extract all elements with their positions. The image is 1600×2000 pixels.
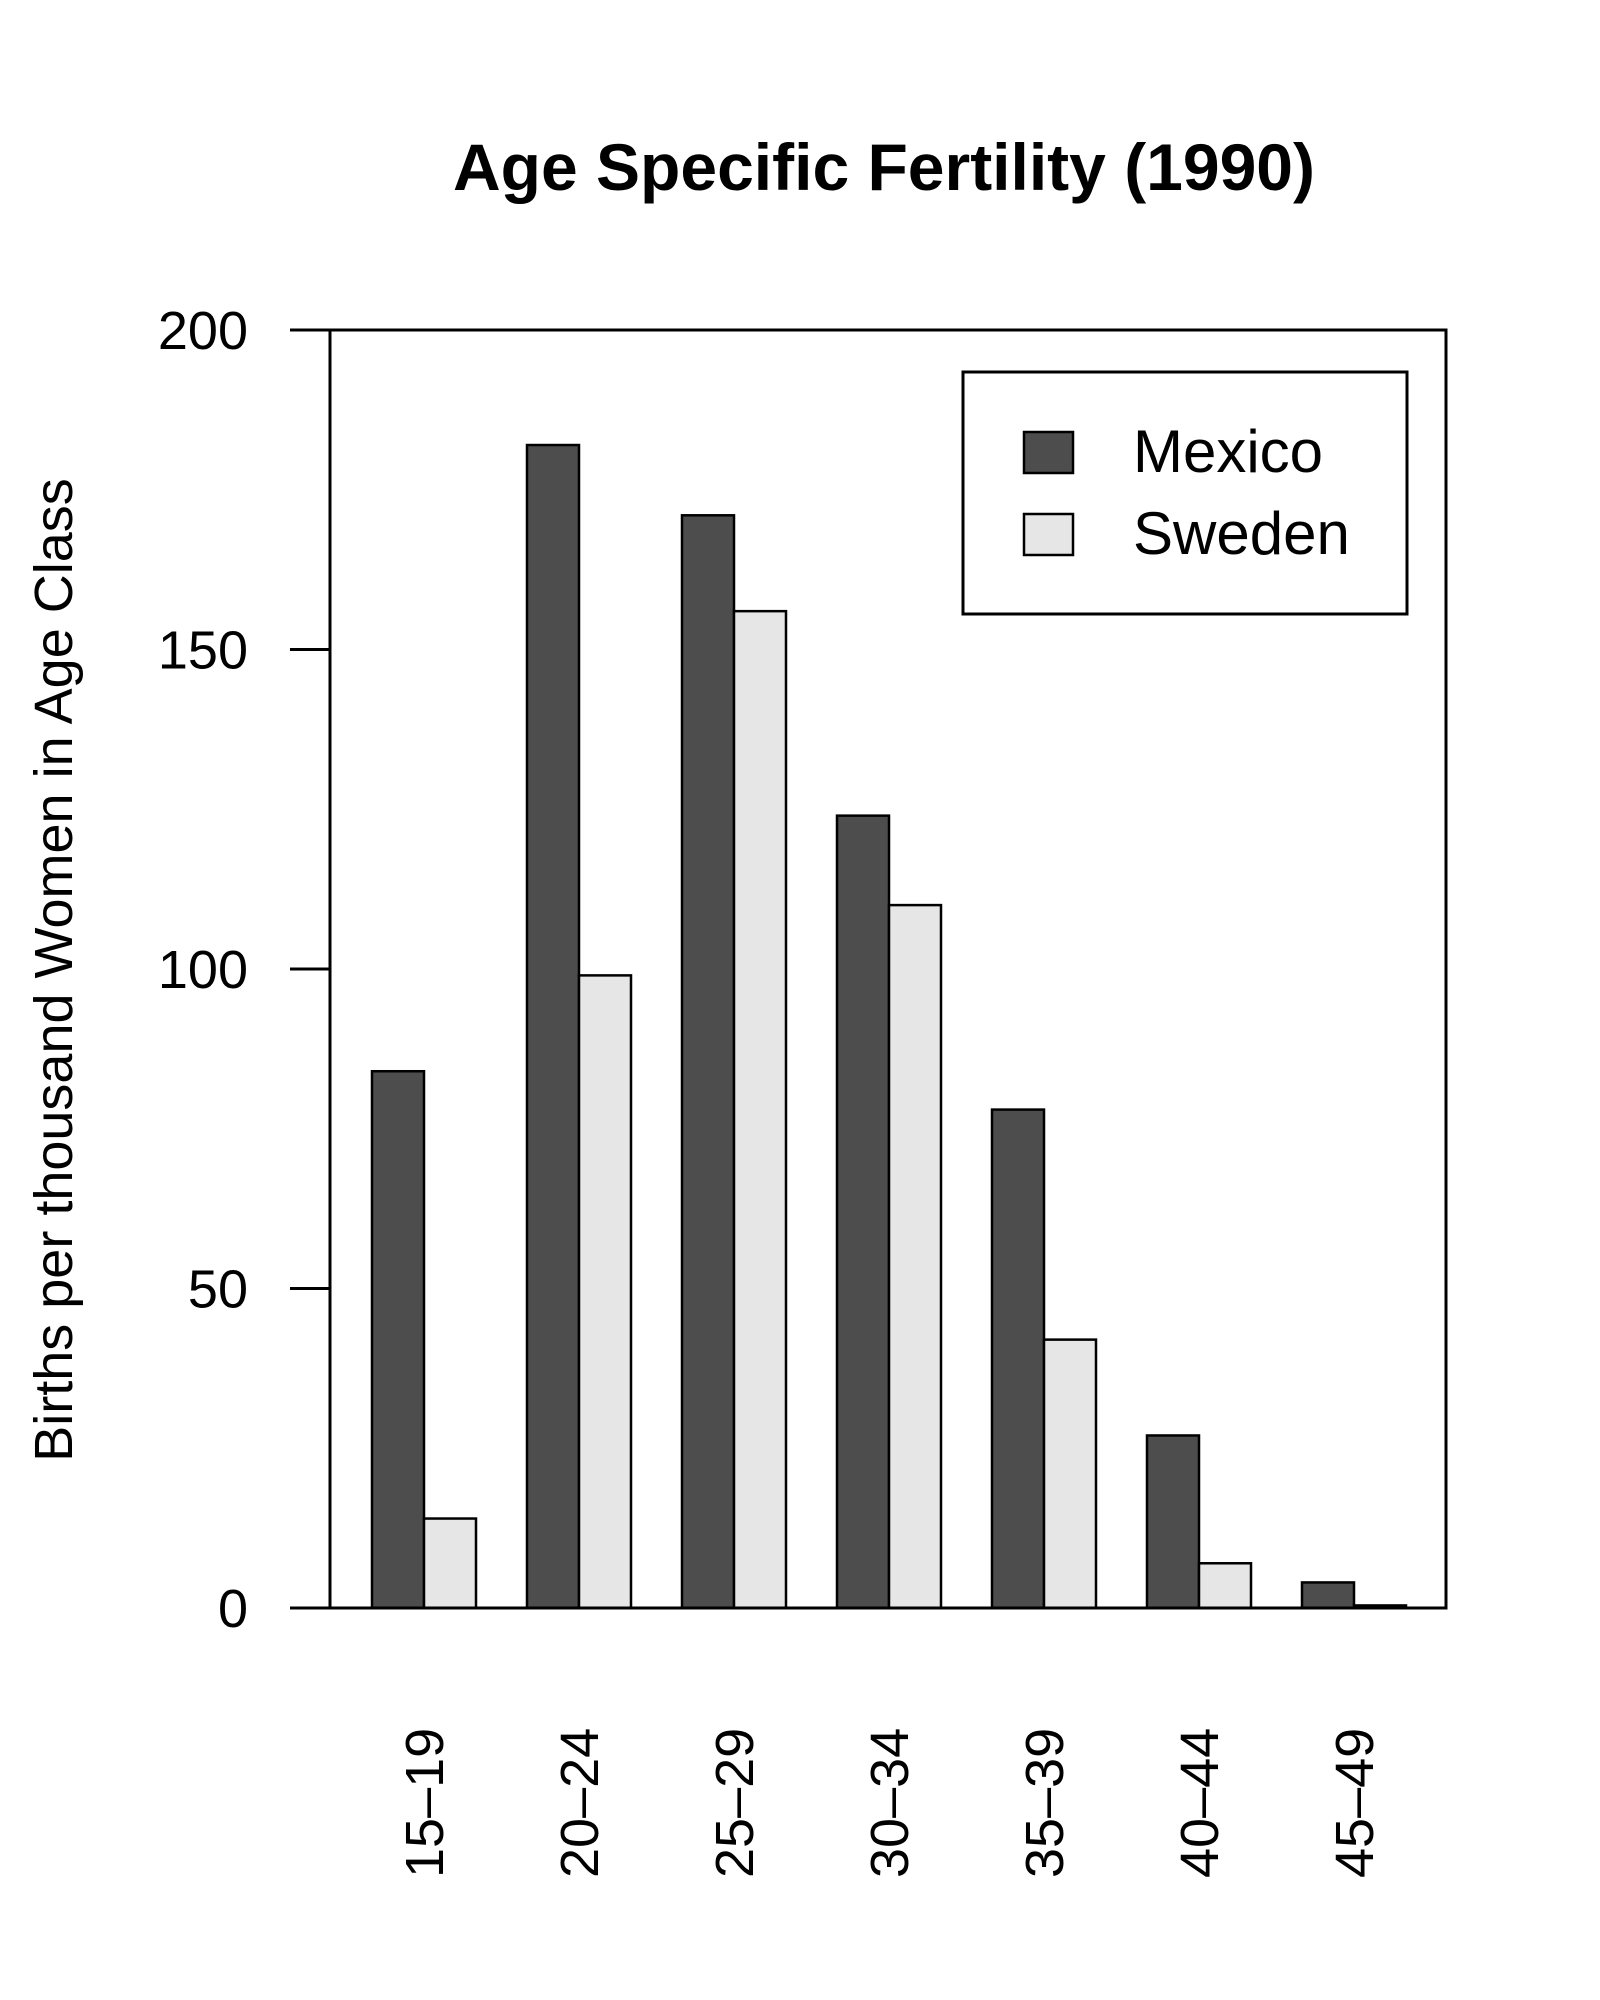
y-tick-label: 0	[218, 1579, 248, 1639]
y-axis: 0 50 100 150 200	[158, 301, 332, 1639]
plot-frame	[328, 328, 1448, 1610]
legend-swatch-mexico	[1022, 430, 1075, 475]
bars	[290, 443, 1446, 1610]
bar-sweden-3	[887, 903, 943, 1610]
x-tick-label: 35–39	[1015, 1728, 1075, 1878]
y-axis-label: Births per thousand Women in Age Class	[24, 478, 84, 1462]
y-tick-label: 200	[158, 301, 248, 361]
bar-mexico-2	[680, 514, 736, 1610]
x-axis-tick-labels: 15–19 20–24 25–29 30–34 35–39 40–44 45–49	[395, 1728, 1385, 1878]
x-tick-label: 45–49	[1325, 1728, 1385, 1878]
legend-label-mexico: Mexico	[1133, 418, 1323, 485]
x-tick-label: 20–24	[550, 1728, 610, 1878]
bar-sweden-1	[577, 974, 633, 1610]
legend-label-sweden: Sweden	[1133, 500, 1350, 567]
bar-mexico-6	[1300, 1581, 1356, 1610]
bar-mexico-5	[1145, 1434, 1201, 1610]
x-tick-label: 25–29	[705, 1728, 765, 1878]
y-tick-label: 50	[188, 1260, 248, 1320]
y-tick-label: 150	[158, 621, 248, 681]
chart-title: Age Specific Fertility (1990)	[453, 130, 1315, 204]
x-tick-label: 30–34	[860, 1728, 920, 1878]
bar-sweden-2	[732, 609, 788, 1610]
legend: Mexico Sweden	[961, 370, 1409, 616]
x-tick-label: 40–44	[1170, 1728, 1230, 1878]
bar-sweden-4	[1042, 1338, 1098, 1610]
bar-mexico-1	[525, 443, 581, 1610]
bar-sweden-0	[422, 1517, 478, 1610]
y-tick-label: 100	[158, 940, 248, 1000]
legend-swatch-sweden	[1022, 512, 1075, 557]
bar-mexico-3	[835, 814, 891, 1610]
bar-sweden-5	[1197, 1562, 1253, 1610]
bar-mexico-0	[370, 1069, 426, 1610]
legend-box	[961, 370, 1409, 616]
x-tick-label: 15–19	[395, 1728, 455, 1878]
bar-mexico-4	[990, 1108, 1046, 1610]
